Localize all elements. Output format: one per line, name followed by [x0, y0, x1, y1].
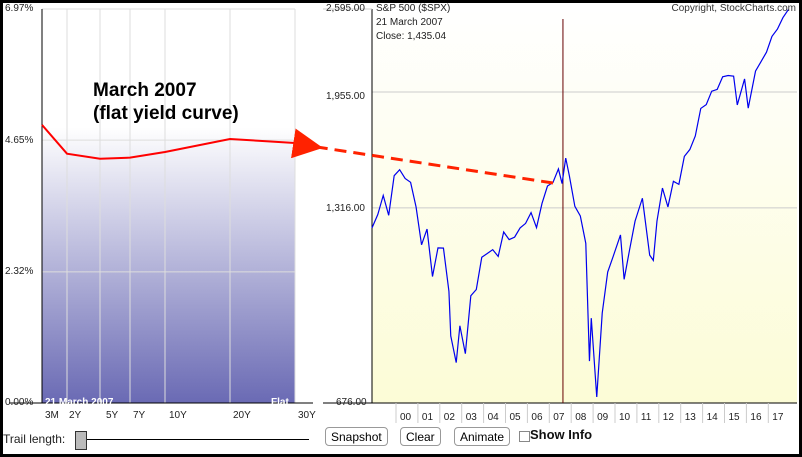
year-label: 01	[421, 412, 434, 423]
maturity-label: 20Y	[233, 410, 251, 421]
yield-curve-app: 6.97% 4.65% 2.32% 0.00% 3M 2Y 5Y 7Y 10Y 20Y 30…	[3, 3, 799, 454]
year-label: 07	[553, 412, 565, 423]
y-tick: 6.97%	[5, 3, 34, 14]
year-label: 02	[443, 412, 455, 423]
year-label: 04	[487, 412, 499, 423]
maturity-label: 3M	[45, 410, 59, 421]
spx-y-tick: 676.00	[336, 397, 367, 408]
maturity-label: 30Y	[298, 410, 316, 421]
maturity-label: 10Y	[169, 410, 187, 421]
year-label: 03	[465, 412, 477, 423]
yield-plot-area	[42, 9, 295, 403]
trail-slider-track[interactable]	[83, 439, 309, 440]
show-info-label[interactable]: Show Info	[530, 427, 593, 442]
year-label: 12	[662, 412, 674, 423]
year-label: 17	[772, 412, 784, 423]
show-info-checkbox[interactable]	[519, 431, 530, 442]
year-label: 10	[619, 412, 631, 423]
annotation-line1: March 2007	[93, 80, 197, 101]
spx-close: Close: 1,435.04	[376, 31, 447, 42]
copyright: Copyright, StockCharts.com	[671, 3, 797, 14]
spx-y-tick: 2,595.00	[326, 3, 365, 14]
year-label: 05	[509, 412, 521, 423]
charts-canvas	[9, 8, 797, 423]
yield-date-label: 21 March 2007	[45, 397, 114, 408]
year-label: 00	[400, 412, 412, 423]
annotation-line2: (flat yield curve)	[93, 103, 239, 124]
spx-date: 21 March 2007	[376, 17, 443, 28]
spx-y-tick: 1,955.00	[326, 91, 365, 102]
spx-price-line	[371, 9, 789, 398]
y-tick: 0.00%	[5, 397, 34, 408]
maturity-label: 5Y	[106, 410, 119, 421]
animate-button[interactable]: Animate	[454, 427, 511, 446]
year-label: 14	[706, 412, 718, 423]
year-label: 16	[750, 412, 762, 423]
year-label: 08	[575, 412, 587, 423]
year-label: 15	[728, 412, 740, 423]
maturity-label: 7Y	[133, 410, 146, 421]
trail-length-label: Trail length:	[3, 432, 66, 446]
snapshot-button[interactable]: Snapshot	[325, 427, 388, 446]
maturity-label: 2Y	[69, 410, 82, 421]
spx-y-tick: 1,316.00	[326, 203, 365, 214]
y-tick: 2.32%	[5, 266, 34, 277]
year-label: 09	[597, 412, 609, 423]
y-tick: 4.65%	[5, 135, 34, 146]
yield-curve-line	[41, 124, 296, 160]
spx-title: S&P 500 ($SPX)	[376, 3, 451, 14]
year-label: 11	[640, 412, 652, 423]
annotation-text: March 2007 (flat yield curve)	[93, 79, 239, 125]
year-label: 06	[531, 412, 543, 423]
clear-button[interactable]: Clear	[400, 427, 441, 446]
trail-slider-handle[interactable]	[75, 431, 87, 450]
annotation-arrow	[291, 128, 554, 185]
curve-shape-label: Flat	[271, 397, 289, 408]
year-label: 13	[684, 412, 696, 423]
spx-plot-area	[372, 9, 797, 403]
